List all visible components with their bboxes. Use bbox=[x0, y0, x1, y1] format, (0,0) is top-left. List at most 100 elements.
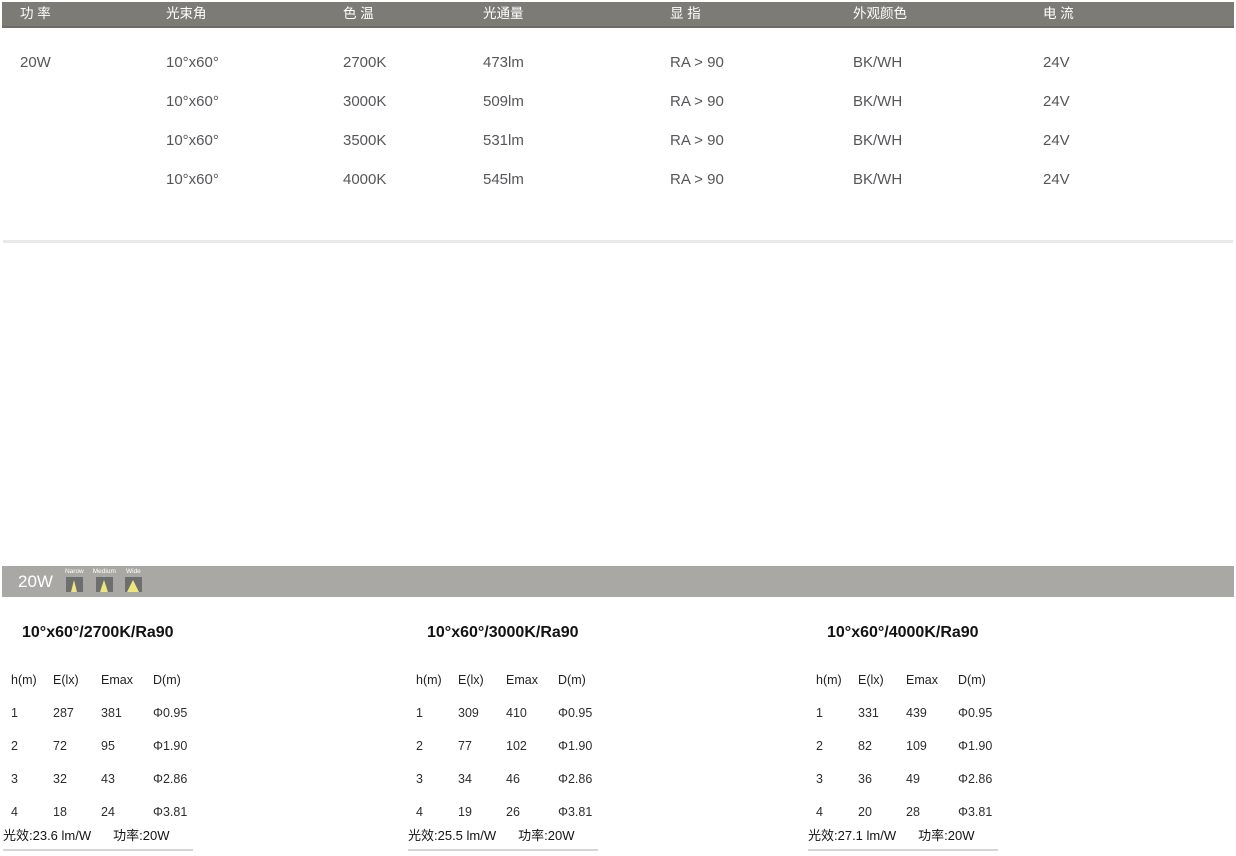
photometric-cell: 102 bbox=[506, 738, 527, 753]
beam-triangle bbox=[127, 580, 140, 592]
photometric-column-header: E(lx) bbox=[53, 672, 79, 687]
photometric-footer: 光效:23.6 lm/W 功率:20W bbox=[3, 828, 193, 851]
photometric-cell: 95 bbox=[101, 738, 115, 753]
photometric-cell: Φ1.90 bbox=[958, 738, 993, 753]
photometric-cell: Φ0.95 bbox=[958, 705, 993, 720]
photometric-cell: Φ0.95 bbox=[153, 705, 188, 720]
spec-cell: 3500K bbox=[343, 132, 387, 149]
beam-option-wide: Wide bbox=[124, 566, 142, 597]
photometric-column-header: D(m) bbox=[153, 672, 181, 687]
photometric-cell: 72 bbox=[53, 738, 67, 753]
photometric-cell: 43 bbox=[101, 771, 115, 786]
spec-cell: 24V bbox=[1043, 132, 1070, 149]
photometric-cell: 4 bbox=[11, 804, 18, 819]
spec-cell: BK/WH bbox=[853, 171, 903, 188]
spec-cell: 10°x60° bbox=[166, 54, 219, 71]
spec-cell: 4000K bbox=[343, 171, 387, 188]
spec-cell: BK/WH bbox=[853, 54, 903, 71]
power-value: 功率:20W bbox=[518, 828, 575, 843]
photometric-table: 10°x60°/4000K/Ra90 h(m) E(lx) Emax D(m) 1 331 4… bbox=[808, 617, 1008, 851]
photometric-table-title: 10°x60°/3000K/Ra90 bbox=[427, 624, 579, 641]
photometric-cell: Φ1.90 bbox=[153, 738, 188, 753]
spec-table-header-row: 功 率 光束角 色 温 光通量 显 指 外观颜色 电 流 bbox=[2, 2, 1234, 28]
photometric-cell: 19 bbox=[458, 804, 472, 819]
efficacy-value: 光效:23.6 lm/W bbox=[3, 828, 92, 843]
narrow-beam-icon bbox=[65, 577, 83, 592]
photometric-cell: Φ1.90 bbox=[558, 738, 593, 753]
spec-table-body: 20W 10°x60° 2700K 473lm RA > 90 BK/WH 24V 10°x6… bbox=[2, 43, 1234, 199]
spec-cell: 10°x60° bbox=[166, 132, 219, 149]
photometric-column-header: Emax bbox=[906, 672, 938, 687]
spec-cell: RA > 90 bbox=[670, 93, 724, 110]
spec-cell: 473lm bbox=[483, 54, 524, 71]
photometric-cell: 18 bbox=[53, 804, 67, 819]
spec-cell bbox=[2, 160, 148, 199]
spec-cell bbox=[2, 121, 148, 160]
beam-option-label: Wide bbox=[125, 568, 141, 575]
medium-beam-icon bbox=[95, 577, 113, 592]
spec-cell: BK/WH bbox=[853, 132, 903, 149]
spec-column-header: 光通量 bbox=[483, 6, 524, 21]
photometric-cell: 109 bbox=[906, 738, 927, 753]
spec-cell: RA > 90 bbox=[670, 132, 724, 149]
photometric-cell: 46 bbox=[506, 771, 520, 786]
photometric-cell: 309 bbox=[458, 705, 479, 720]
photometric-cell: 77 bbox=[458, 738, 472, 753]
photometric-cell: 3 bbox=[416, 771, 423, 786]
spec-cell: 531lm bbox=[483, 132, 524, 149]
spec-column-header: 电 流 bbox=[1043, 6, 1074, 21]
spec-cell: RA > 90 bbox=[670, 171, 724, 188]
spec-cell: 509lm bbox=[483, 93, 524, 110]
horizontal-divider bbox=[3, 240, 1233, 243]
spec-column-header: 外观颜色 bbox=[853, 6, 907, 21]
photometric-cell: 28 bbox=[906, 804, 920, 819]
power-value: 功率:20W bbox=[918, 828, 975, 843]
photometric-table: 10°x60°/2700K/Ra90 h(m) E(lx) Emax D(m) 1 287 3… bbox=[3, 617, 203, 851]
photometric-column-header: D(m) bbox=[558, 672, 586, 687]
photometric-cell: 36 bbox=[858, 771, 872, 786]
spec-cell: 10°x60° bbox=[166, 93, 219, 110]
photometric-cell: 331 bbox=[858, 705, 879, 720]
photometric-cell: 2 bbox=[816, 738, 823, 753]
photometric-cell: 24 bbox=[101, 804, 115, 819]
photometric-cell: 381 bbox=[101, 705, 122, 720]
beam-option-medium: Medium bbox=[93, 566, 116, 597]
photometric-footer: 光效:25.5 lm/W 功率:20W bbox=[408, 828, 598, 851]
photometric-grid: h(m) E(lx) Emax D(m) 1 287 381 Φ0.95 2 72 95 Φ1.90 3… bbox=[3, 663, 203, 828]
spec-cell: RA > 90 bbox=[670, 54, 724, 71]
table-row: 10°x60° 3500K 531lm RA > 90 BK/WH 24V bbox=[2, 121, 1234, 160]
photometric-cell: 32 bbox=[53, 771, 67, 786]
photometric-cell: 4 bbox=[816, 804, 823, 819]
photometric-column-header: h(m) bbox=[816, 672, 842, 687]
table-row: 10°x60° 4000K 545lm RA > 90 BK/WH 24V bbox=[2, 160, 1234, 199]
spec-cell: 10°x60° bbox=[166, 171, 219, 188]
spec-column-header: 功 率 bbox=[20, 6, 51, 21]
efficacy-value: 光效:27.1 lm/W bbox=[808, 828, 897, 843]
photometric-cell: Φ3.81 bbox=[153, 804, 188, 819]
photometric-cell: Φ3.81 bbox=[558, 804, 593, 819]
beam-option-label: Narow bbox=[64, 568, 84, 575]
power-section-bar: 20W Narow Medium Wide bbox=[2, 566, 1234, 597]
spec-cell: 3000K bbox=[343, 93, 387, 110]
spec-cell: 24V bbox=[1043, 171, 1070, 188]
photometric-cell: 439 bbox=[906, 705, 927, 720]
beam-triangle bbox=[100, 580, 109, 592]
spec-column-header: 色 温 bbox=[343, 6, 374, 21]
photometric-cell: 2 bbox=[416, 738, 423, 753]
spec-cell: 20W bbox=[20, 54, 51, 71]
photometric-cell: 26 bbox=[506, 804, 520, 819]
photometric-column-header: Emax bbox=[506, 672, 538, 687]
spec-cell: BK/WH bbox=[853, 93, 903, 110]
photometric-column-header: h(m) bbox=[416, 672, 442, 687]
photometric-cell: 1 bbox=[11, 705, 18, 720]
table-row: 10°x60° 3000K 509lm RA > 90 BK/WH 24V bbox=[2, 82, 1234, 121]
spec-cell bbox=[2, 82, 148, 121]
beam-option-label: Medium bbox=[92, 568, 116, 575]
photometric-cell: 410 bbox=[506, 705, 527, 720]
photometric-cell: 3 bbox=[11, 771, 18, 786]
photometric-cell: 1 bbox=[816, 705, 823, 720]
spec-cell: 24V bbox=[1043, 54, 1070, 71]
photometric-column-header: E(lx) bbox=[458, 672, 484, 687]
photometric-cell: 2 bbox=[11, 738, 18, 753]
